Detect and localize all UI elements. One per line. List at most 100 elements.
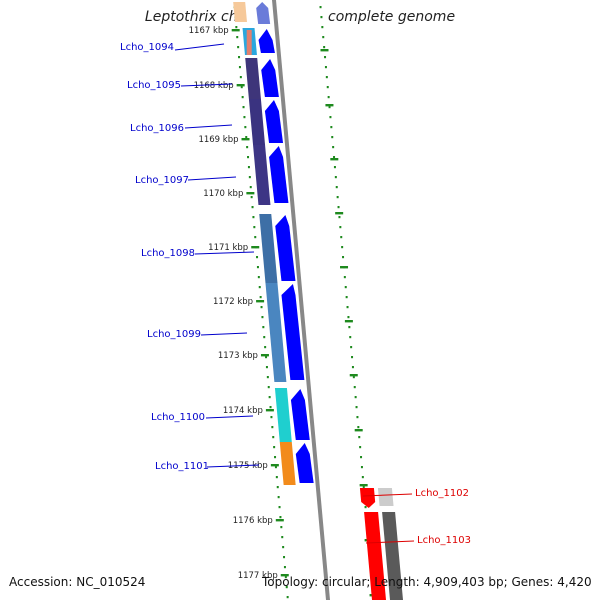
minor-tick (276, 486, 279, 489)
minor-tick (266, 376, 269, 379)
minor-tick (349, 336, 352, 339)
cds-arrow (264, 100, 284, 143)
minor-tick (262, 326, 265, 329)
minor-tick (322, 36, 325, 39)
minor-tick (238, 56, 241, 59)
minor-tick (286, 596, 289, 599)
minor-tick (241, 96, 244, 99)
minor-tick (236, 36, 239, 39)
minor-tick (324, 56, 327, 59)
minor-tick (247, 166, 250, 169)
minor-tick (351, 356, 354, 359)
gene-label: Lcho_1102 (415, 488, 469, 499)
minor-tick (342, 256, 345, 259)
cds-arrow (258, 29, 275, 53)
major-tick (241, 138, 250, 141)
minor-tick (345, 296, 348, 299)
minor-tick (335, 186, 338, 189)
gene-label-leader (174, 43, 225, 51)
minor-tick (337, 206, 340, 209)
minor-tick (250, 196, 253, 199)
minor-tick (254, 236, 257, 239)
reverse-gene-body (382, 512, 403, 600)
minor-tick (256, 266, 259, 269)
minor-tick (264, 346, 267, 349)
minor-tick (265, 356, 268, 359)
minor-tick (280, 526, 283, 529)
gene-label-leader (205, 415, 254, 419)
minor-tick (269, 406, 272, 409)
minor-tick (358, 436, 361, 439)
gene-label: Lcho_1097 (135, 175, 189, 186)
gene-label-leader (200, 332, 248, 336)
minor-tick (244, 126, 247, 129)
cds-arrow (275, 215, 296, 281)
major-tick (344, 320, 353, 323)
minor-tick (331, 136, 334, 139)
minor-tick (261, 316, 264, 319)
minor-tick (243, 116, 246, 119)
map-strip (238, 0, 377, 600)
gene-label: Lcho_1094 (120, 42, 174, 53)
minor-tick (323, 46, 326, 49)
minor-tick (359, 446, 362, 449)
minor-tick (238, 66, 241, 69)
reverse-cds-arrow (359, 488, 376, 508)
major-tick (246, 192, 255, 195)
gene-label-leader (184, 124, 233, 129)
gene-body (265, 283, 287, 382)
minor-tick (343, 276, 346, 279)
minor-tick (328, 106, 331, 109)
major-tick (325, 104, 334, 107)
minor-tick (270, 416, 273, 419)
minor-tick (338, 216, 341, 219)
minor-tick (357, 426, 360, 429)
gene-label-leader (194, 251, 255, 255)
major-tick (280, 574, 289, 577)
minor-tick (242, 106, 245, 109)
major-tick (340, 266, 349, 269)
minor-tick (282, 546, 285, 549)
minor-tick (326, 86, 329, 89)
minor-tick (283, 566, 286, 569)
minor-tick (263, 336, 266, 339)
minor-tick (253, 226, 256, 229)
gene-label: Lcho_1100 (151, 412, 205, 423)
minor-tick (330, 126, 333, 129)
gene-label-leader (362, 493, 413, 497)
gene-label: Lcho_1095 (127, 80, 181, 91)
gene-body-top (233, 2, 247, 22)
gene-body (259, 214, 278, 283)
minor-tick (361, 476, 364, 479)
minor-tick (252, 216, 255, 219)
gene-body (253, 145, 271, 205)
minor-tick (240, 86, 243, 89)
backbone-line (272, 0, 330, 600)
major-tick (236, 84, 245, 87)
major-tick (260, 354, 269, 357)
minor-tick (340, 236, 343, 239)
gene-label-leader (187, 176, 237, 181)
tick-label: 1171 kbp (208, 243, 248, 253)
minor-tick (275, 476, 278, 479)
minor-tick (344, 286, 347, 289)
major-tick (275, 519, 284, 522)
minor-tick (249, 186, 252, 189)
tick-label: 1168 kbp (194, 81, 234, 91)
minor-tick (324, 66, 327, 69)
minor-tick (321, 26, 324, 29)
tick-label: 1176 kbp (233, 516, 273, 526)
major-tick (359, 484, 368, 487)
minor-tick (260, 306, 263, 309)
minor-tick (353, 386, 356, 389)
minor-tick (355, 406, 358, 409)
minor-tick (251, 206, 254, 209)
major-tick (270, 464, 279, 467)
minor-tick (268, 396, 271, 399)
minor-tick (333, 156, 336, 159)
gene-body (274, 388, 292, 442)
minor-tick (341, 246, 344, 249)
minor-tick (360, 456, 363, 459)
